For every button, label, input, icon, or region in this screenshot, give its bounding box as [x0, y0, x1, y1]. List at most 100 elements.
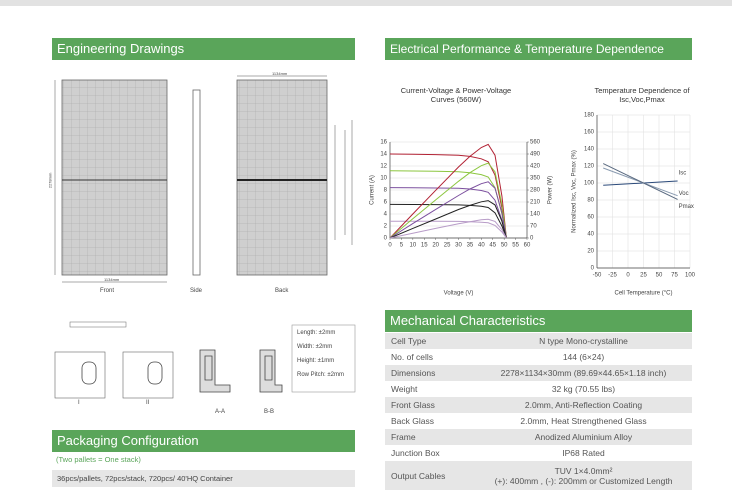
y-tick-label: 80: [587, 198, 594, 204]
row-value: IP68 Rated: [475, 448, 692, 458]
section-label: I: [78, 400, 80, 406]
x-tick-label: 0: [388, 243, 392, 249]
y-tick-label: 10: [380, 176, 387, 182]
value-line: IP68 Rated: [562, 448, 605, 458]
top-bar: [0, 0, 732, 6]
series-line: [389, 200, 507, 239]
row-value: Anodized Aluminium Alloy: [475, 432, 692, 442]
section-label: A-A: [215, 409, 226, 415]
table-row: Frame Anodized Aluminium Alloy: [385, 429, 692, 445]
chart-title: Current-Voltage & Power-Voltage Curves (…: [400, 86, 512, 104]
y-tick-label: 140: [584, 147, 595, 153]
table-row: Output Cables TUV 1×4.0mm² (+): 400mm , (-…: [385, 461, 692, 490]
series-line: [389, 181, 507, 239]
dimension-label: 1134mm: [104, 277, 120, 282]
row-value: 2278×1134×30mm (89.69×44.65×1.18 inch): [475, 368, 692, 378]
row-label: Junction Box: [391, 448, 440, 458]
y-tick-label: 14: [380, 152, 387, 158]
tolerance: Height: ±1mm: [297, 358, 335, 364]
tolerance: Length: ±2mm: [297, 330, 336, 336]
view-label: Back: [275, 288, 289, 294]
y-axis-label: Current (A): [370, 175, 376, 205]
y-tick-label: 8: [384, 188, 388, 194]
x-tick-label: 30: [455, 243, 462, 249]
y2-tick-label: 560: [530, 140, 541, 146]
series-line: [389, 143, 507, 239]
table-row: Back Glass 2.0mm, Heat Strengthened Glass: [385, 413, 692, 429]
row-value: 2.0mm, Heat Strengthened Glass: [475, 416, 692, 426]
y-tick-label: 2: [384, 224, 388, 230]
x-tick-label: 20: [432, 243, 439, 249]
y2-tick-label: 70: [530, 224, 537, 230]
row-label: Back Glass: [391, 416, 434, 426]
x-tick-label: 60: [524, 243, 531, 249]
row-value: 2.0mm, Anti-Reflection Coating: [475, 400, 692, 410]
series-label: Isc: [679, 171, 687, 177]
y2-tick-label: 0: [530, 236, 534, 242]
packaging-row: 36pcs/pallets, 72pcs/stack, 720pcs/ 40'H…: [52, 470, 355, 487]
section-label: II: [146, 400, 150, 406]
x-tick-label: 25: [444, 243, 451, 249]
row-value: N type Mono-crystalline: [475, 336, 692, 346]
view-label: Side: [190, 288, 203, 294]
row-label: Cell Type: [391, 336, 427, 346]
x-axis-label: Cell Temperature (°C): [615, 291, 673, 297]
value-line: 2278×1134×30mm (89.69×44.65×1.18 inch): [500, 368, 667, 378]
y-tick-label: 180: [584, 113, 595, 119]
y-tick-label: 40: [587, 232, 594, 238]
series-line: [389, 162, 507, 239]
x-axis-label: Voltage (V): [444, 291, 474, 297]
y-tick-label: 4: [384, 212, 388, 218]
dimension-label: 2278mm: [47, 172, 53, 189]
y2-tick-label: 490: [530, 152, 541, 158]
value-line: 2.0mm, Anti-Reflection Coating: [524, 400, 643, 410]
x-tick-label: 35: [467, 243, 474, 249]
x-tick-label: 40: [478, 243, 485, 249]
y-tick-label: 0: [384, 236, 388, 242]
section-header: Mechanical Characteristics: [385, 310, 692, 332]
ruler: [69, 321, 127, 328]
value-line: TUV 1×4.0mm²: [554, 465, 613, 476]
table-row: No. of cells 144 (6×24): [385, 349, 692, 365]
y-tick-label: 12: [380, 164, 387, 170]
section-header: Packaging Configuration: [52, 430, 355, 452]
x-tick-label: -25: [608, 273, 617, 279]
series-line: [389, 218, 507, 239]
tolerance: Row Pitch: ±2mm: [297, 372, 344, 378]
section-label: B-B: [264, 409, 275, 415]
x-tick-label: 10: [409, 243, 416, 249]
row-label: No. of cells: [391, 352, 434, 362]
y-tick-label: 16: [380, 140, 387, 146]
section-header: Electrical Performance & Temperature Dep…: [385, 38, 692, 60]
series-line: [389, 187, 507, 239]
series-line: [602, 163, 678, 200]
value-line: N type Mono-crystalline: [539, 336, 628, 346]
row-label: Weight: [391, 384, 418, 394]
y-tick-label: 20: [587, 249, 594, 255]
series-line: [389, 203, 507, 239]
y-tick-label: 0: [591, 266, 595, 272]
y-axis-label: Normalized Isc, Voc, Pmax (%): [572, 150, 578, 233]
row-value: 32 kg (70.55 lbs): [475, 384, 692, 394]
y2-tick-label: 280: [530, 188, 541, 194]
x-tick-label: 0: [626, 273, 630, 279]
y2-axis-label: Power (W): [548, 176, 554, 204]
table-row: Front Glass 2.0mm, Anti-Reflection Coatin…: [385, 397, 692, 413]
x-tick-label: 75: [671, 273, 678, 279]
value-line: 2.0mm, Heat Strengthened Glass: [520, 416, 647, 426]
mount-hole: [147, 361, 163, 385]
front-panel: [61, 79, 168, 276]
value-line: (+): 400mm , (-): 200mm or Customized Le…: [494, 475, 673, 486]
side-panel: [192, 89, 201, 276]
y-tick-label: 6: [384, 200, 388, 206]
row-label: Front Glass: [391, 400, 435, 410]
y-tick-label: 100: [584, 181, 595, 187]
row-value: 144 (6×24): [475, 352, 692, 362]
packaging-note: (Two pallets = One stack): [56, 455, 141, 464]
x-tick-label: 5: [400, 243, 404, 249]
tolerance: Width: ±2mm: [297, 344, 333, 350]
frame-profile-aa: [199, 349, 231, 393]
series-label: Pmax: [679, 204, 694, 210]
x-tick-label: 45: [489, 243, 496, 249]
